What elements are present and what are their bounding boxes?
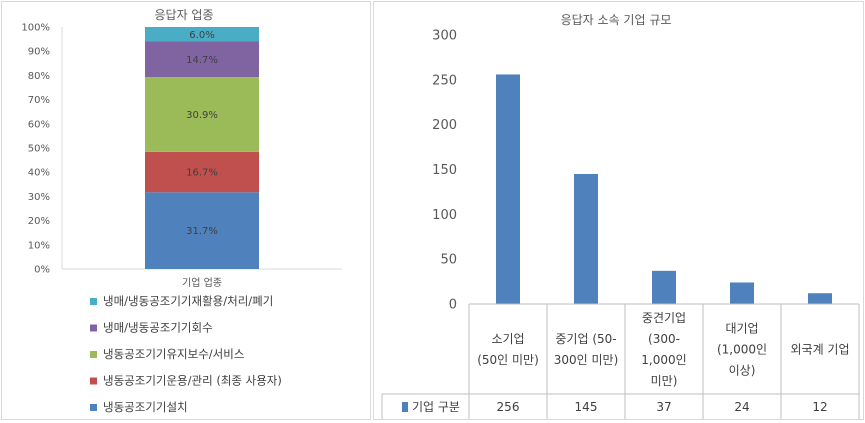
industry-chart-title: 응답자 업종 — [154, 8, 213, 22]
category-label: 이상) — [729, 364, 756, 378]
legend-swatch — [90, 351, 97, 358]
category-label: 미만) — [651, 374, 678, 388]
table-value: 145 — [575, 400, 598, 414]
company-size-chart-title: 응답자 소속 기업 규모 — [561, 13, 672, 27]
y-tick-label: 200 — [432, 118, 457, 133]
bar — [730, 282, 754, 304]
bar-segment — [145, 27, 259, 42]
company-size-bar-chart: 응답자 소속 기업 규모 0 50 100 150 200 250 300 소기업 (50인 미… — [381, 13, 860, 419]
category-label: 300인 미만) — [554, 353, 619, 367]
industry-chart-panel: 응답자 업종 0% 10% 20% 30% 40% 50% 60% 70% 80% 90% 100%… — [1, 1, 371, 420]
table-value: 256 — [497, 400, 520, 414]
category-label: (1,000인 — [717, 343, 767, 357]
bar — [574, 173, 598, 304]
category-label: 소기업 — [491, 332, 524, 346]
y-tick-label: 20% — [28, 216, 50, 227]
bar-segment — [145, 77, 259, 152]
data-label: 16.7% — [186, 168, 218, 179]
legend-label: 냉동공조기기유지보수/서비스 — [103, 347, 244, 361]
y-tick-label: 30% — [28, 192, 50, 203]
bar — [652, 270, 676, 304]
series-name-label: 기업 구분 — [412, 400, 460, 414]
y-tick-label: 150 — [432, 163, 457, 178]
y-tick-label: 80% — [28, 71, 50, 82]
category-label: 외국계 기업 — [790, 343, 849, 357]
legend-label: 냉동공조기기설치 — [103, 400, 188, 414]
y-tick-label: 300 — [432, 29, 457, 44]
category-label: 대기업 — [725, 322, 758, 336]
bar — [496, 74, 520, 304]
y-tick-label: 0 — [449, 298, 457, 313]
y-tick-label: 50 — [440, 253, 457, 268]
bar — [808, 293, 832, 304]
legend-swatch — [90, 404, 97, 411]
y-tick-label: 100 — [432, 208, 457, 223]
category-label: (300- — [648, 332, 680, 346]
y-tick-label: 60% — [28, 119, 50, 130]
y-tick-label: 40% — [28, 168, 50, 179]
data-label: 30.9% — [186, 110, 218, 121]
bar-segment — [145, 192, 259, 269]
category-label: 중기업 (50- — [555, 332, 616, 346]
category-label: 1,000인 — [641, 353, 686, 367]
legend-label: 냉매/냉동공조기기재활용/처리/폐기 — [103, 294, 273, 308]
y-tick-label: 10% — [28, 240, 50, 251]
category-label: 중견기업 — [642, 311, 686, 325]
legend-swatch — [90, 324, 97, 332]
data-label: 31.7% — [186, 226, 218, 237]
company-size-chart-panel: 응답자 소속 기업 규모 0 50 100 150 200 250 300 소기업 (50인 미… — [373, 1, 864, 420]
y-tick-label: 90% — [28, 47, 50, 58]
legend-swatch — [90, 298, 97, 305]
industry-stacked-bar-chart: 응답자 업종 0% 10% 20% 30% 40% 50% 60% 70% 80% 90% 100%… — [21, 8, 342, 414]
x-category-label: 기업 업종 — [182, 276, 222, 289]
y-tick-label: 0% — [34, 265, 50, 276]
legend-swatch — [402, 402, 408, 412]
legend-label: 냉동공조기기운용/관리 (최종 사용자) — [103, 374, 282, 388]
legend-label: 냉매/냉동공조기기회수 — [103, 321, 213, 335]
bar-segment — [145, 41, 259, 78]
table-value: 24 — [734, 400, 749, 414]
legend-swatch — [90, 377, 97, 385]
y-tick-label: 70% — [28, 95, 50, 106]
table-value: 12 — [812, 400, 827, 414]
category-label: (50인 미만) — [477, 353, 539, 367]
y-tick-label: 100% — [21, 23, 50, 34]
y-tick-label: 50% — [28, 144, 50, 155]
bar-segment — [145, 151, 259, 193]
data-label: 6.0% — [189, 30, 214, 41]
table-value: 37 — [656, 400, 671, 414]
y-tick-label: 250 — [432, 73, 457, 88]
data-label: 14.7% — [186, 55, 218, 66]
